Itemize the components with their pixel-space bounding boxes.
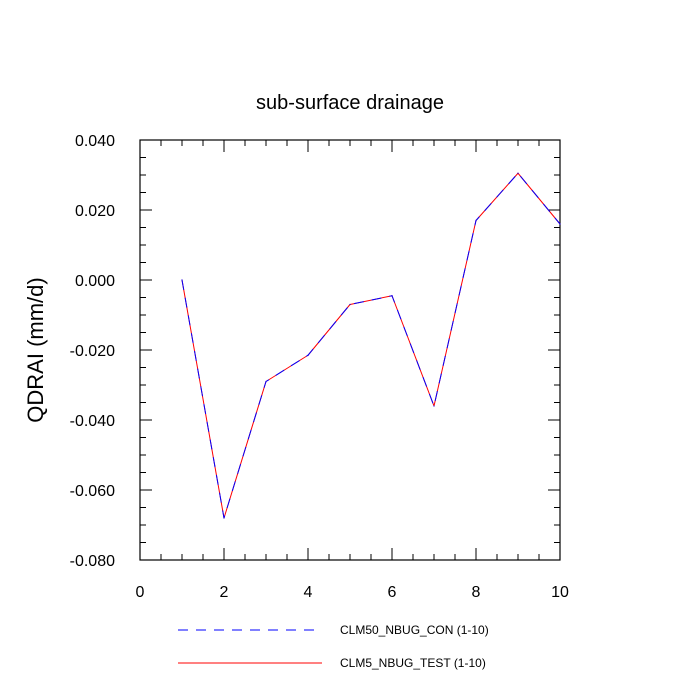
series-line-2 (181, 172, 561, 519)
legend-label-1: CLM50_NBUG_CON (1-10) (340, 623, 489, 637)
series-line-1 (181, 172, 561, 519)
legend: CLM50_NBUG_CON (1-10) CLM5_NBUG_TEST (1-1… (178, 623, 489, 670)
data-point (265, 380, 267, 383)
data-point (559, 223, 561, 225)
y-tick-label: -0.040 (70, 413, 115, 430)
data-point (181, 279, 183, 281)
x-tick-label: 6 (388, 584, 397, 601)
legend-label-2: CLM5_NBUG_TEST (1-10) (340, 656, 486, 670)
data-point (517, 172, 519, 174)
y-tick-label: 0.000 (75, 273, 115, 290)
x-tick-label: 4 (304, 584, 313, 601)
x-tick-label: 10 (551, 584, 569, 601)
y-tick-label: -0.060 (70, 483, 115, 500)
data-point (349, 303, 351, 306)
y-tick-label: -0.080 (70, 553, 115, 570)
x-tick-label: 8 (472, 584, 481, 601)
y-axis-label: QDRAI (mm/d) (23, 277, 48, 422)
plot-frame (139, 139, 561, 561)
data-point (307, 354, 309, 356)
y-tick-label: 0.040 (75, 133, 115, 150)
x-tick-label: 2 (220, 584, 229, 601)
plot-area: 0 2 4 6 8 10 0.040 0.020 0.000 -0.020 -0.040 -0.060… (70, 133, 569, 601)
y-tick-label: -0.020 (70, 343, 115, 360)
data-point (433, 405, 435, 407)
data-point (223, 517, 225, 519)
data-point (475, 219, 477, 222)
data-point (391, 295, 393, 297)
y-tick-label: 0.020 (75, 203, 115, 220)
chart-title: sub-surface drainage (256, 92, 444, 114)
x-tick-label: 0 (136, 584, 145, 601)
